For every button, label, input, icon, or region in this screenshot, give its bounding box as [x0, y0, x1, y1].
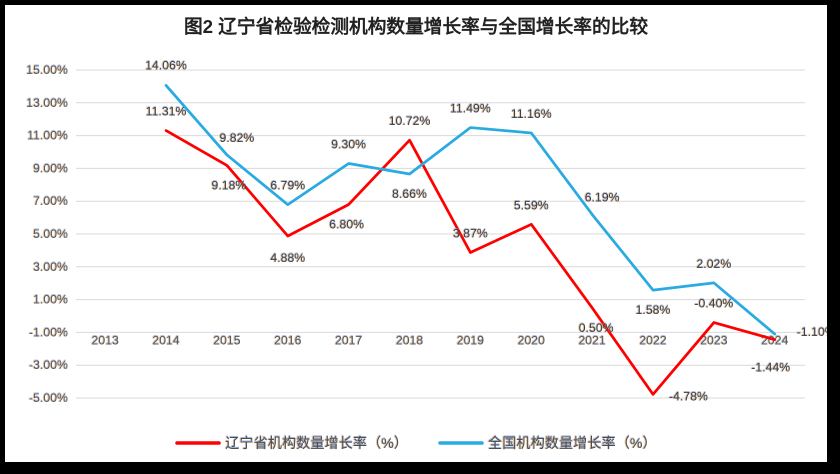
svg-text:2016: 2016 — [274, 333, 302, 347]
svg-text:-0.40%: -0.40% — [694, 297, 733, 311]
svg-text:5.59%: 5.59% — [514, 198, 549, 212]
svg-text:9.30%: 9.30% — [331, 137, 366, 151]
svg-text:-4.78%: -4.78% — [669, 389, 708, 403]
svg-text:2015: 2015 — [213, 333, 241, 347]
svg-text:2020: 2020 — [518, 333, 546, 347]
svg-text:2018: 2018 — [396, 333, 424, 347]
svg-text:4.88%: 4.88% — [270, 251, 305, 265]
svg-text:1.00%: 1.00% — [33, 293, 68, 307]
svg-text:15.00%: 15.00% — [26, 63, 68, 77]
svg-text:10.72%: 10.72% — [389, 114, 431, 128]
svg-text:-1.10%: -1.10% — [797, 325, 827, 339]
svg-text:13.00%: 13.00% — [26, 96, 68, 110]
svg-text:8.66%: 8.66% — [392, 187, 427, 201]
svg-text:11.16%: 11.16% — [511, 107, 552, 121]
svg-text:5.00%: 5.00% — [33, 227, 68, 241]
svg-text:3.00%: 3.00% — [33, 260, 68, 274]
svg-text:6.80%: 6.80% — [329, 217, 364, 231]
svg-text:9.18%: 9.18% — [212, 178, 247, 192]
svg-text:14.06%: 14.06% — [145, 58, 187, 72]
svg-text:2.02%: 2.02% — [696, 257, 731, 271]
svg-text:2017: 2017 — [335, 333, 363, 347]
svg-text:2013: 2013 — [92, 333, 120, 347]
svg-text:2022: 2022 — [639, 333, 667, 347]
svg-text:11.00%: 11.00% — [27, 129, 68, 143]
svg-text:2021: 2021 — [578, 333, 606, 347]
svg-text:6.79%: 6.79% — [270, 179, 305, 193]
svg-text:-3.00%: -3.00% — [29, 358, 68, 372]
svg-text:11.31%: 11.31% — [146, 105, 187, 119]
svg-text:2014: 2014 — [152, 333, 180, 347]
svg-text:6.19%: 6.19% — [585, 190, 620, 204]
svg-text:9.00%: 9.00% — [33, 161, 68, 175]
svg-text:3.87%: 3.87% — [453, 227, 488, 241]
svg-text:-1.00%: -1.00% — [29, 325, 68, 339]
svg-text:9.82%: 9.82% — [220, 131, 255, 145]
svg-text:-1.44%: -1.44% — [751, 361, 790, 375]
svg-text:1.58%: 1.58% — [636, 303, 671, 317]
svg-text:7.00%: 7.00% — [33, 194, 68, 208]
svg-text:0.50%: 0.50% — [579, 321, 614, 335]
svg-text:11.49%: 11.49% — [450, 102, 491, 116]
svg-text:2019: 2019 — [457, 333, 485, 347]
svg-text:-5.00%: -5.00% — [29, 391, 68, 405]
